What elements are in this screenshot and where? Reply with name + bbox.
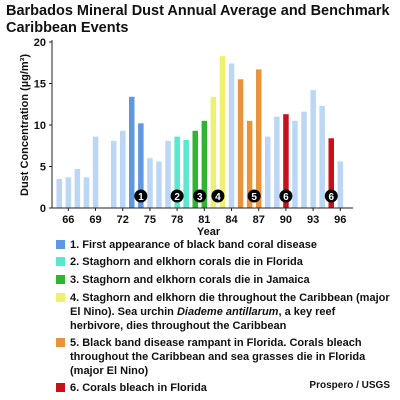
x-tick-label-75: 75	[144, 214, 156, 226]
bar-68	[83, 177, 90, 208]
bar-74	[138, 123, 144, 208]
bar-77	[165, 140, 171, 208]
bar-91	[292, 120, 298, 208]
bar-93	[310, 90, 316, 208]
x-tick-label-96: 96	[334, 214, 346, 226]
legend-text-1: 1. First appearance of black band coral …	[70, 239, 317, 251]
x-tick-label-66: 66	[62, 214, 74, 226]
legend-swatch-2	[56, 257, 65, 266]
y-tick-label-15: 15	[34, 79, 46, 91]
x-axis-title: Year	[197, 226, 221, 238]
legend-text-3: 3. Staghorn and elkhorn corals die in Ja…	[70, 274, 310, 286]
bar-84	[228, 63, 235, 208]
event-marker-3	[193, 189, 207, 203]
x-tick-label-81: 81	[198, 214, 210, 226]
event-marker-1	[134, 189, 148, 203]
event-marker-label-5: 5	[251, 192, 257, 203]
bar-96	[337, 161, 344, 208]
x-tick-label-69: 69	[89, 214, 101, 226]
event-marker-label-6: 6	[283, 192, 289, 203]
bar-78	[174, 136, 180, 208]
bar-87	[256, 69, 262, 209]
x-tick-label-93: 93	[307, 214, 319, 226]
y-tick-label-5: 5	[40, 162, 46, 174]
event-marker-2	[170, 189, 184, 203]
x-tick-label-84: 84	[225, 214, 238, 226]
bar-73	[129, 96, 135, 208]
bar-85	[237, 79, 244, 208]
event-marker-label-1: 1	[138, 192, 144, 203]
bar-79	[183, 139, 189, 208]
event-marker-6	[279, 189, 293, 203]
y-axis-title: Dust Concentration (µg/m³)	[19, 54, 31, 196]
chart-title: Barbados Mineral Dust Annual Average and…	[6, 3, 390, 36]
legend-text-2: 2. Staghorn and elkhorn corals die in Fl…	[70, 256, 303, 268]
legend-swatch-6	[56, 383, 65, 392]
bar-67	[74, 169, 81, 208]
bar-82	[210, 96, 217, 208]
bar-69	[92, 136, 99, 208]
x-tick-label-72: 72	[117, 214, 129, 226]
event-marker-5	[247, 189, 261, 203]
x-tick-label-78: 78	[171, 214, 183, 226]
event-marker-label-2: 2	[174, 192, 180, 203]
legend-text-5: 5. Black band disease rampant in Florida…	[70, 337, 366, 377]
bar-76	[156, 161, 162, 208]
legend-swatch-3	[56, 275, 65, 284]
bar-66	[65, 177, 72, 208]
legend-swatch-4	[56, 293, 65, 302]
bar-89	[274, 116, 280, 208]
y-tick-label-20: 20	[34, 37, 46, 49]
event-marker-label-4: 4	[215, 192, 221, 203]
y-tick-label-10: 10	[34, 120, 46, 132]
bar-72	[120, 130, 126, 208]
bar-95	[328, 138, 334, 208]
x-tick-label-90: 90	[280, 214, 292, 226]
event-marker-label-7: 6	[328, 192, 334, 203]
x-tick-label-87: 87	[253, 214, 265, 226]
y-tick-label-0: 0	[40, 203, 46, 215]
bar-80	[192, 130, 198, 208]
bar-71	[110, 140, 117, 208]
legend-text-6: 6. Corals bleach in Florida	[70, 382, 207, 394]
bar-75	[147, 158, 153, 208]
bar-88	[265, 136, 271, 208]
bar-65	[56, 178, 62, 208]
bar-90	[283, 114, 289, 208]
bar-94	[319, 105, 325, 208]
bar-86	[246, 120, 253, 208]
source-credit: Prospero / USGS	[309, 380, 390, 391]
legend-swatch-5	[56, 338, 65, 347]
legend-text-4: 4. Staghorn and elkhorn die throughout t…	[70, 292, 390, 332]
bar-81	[201, 120, 208, 208]
event-marker-7	[324, 189, 338, 203]
event-marker-label-3: 3	[197, 192, 203, 203]
event-marker-4	[211, 189, 225, 203]
legend-swatch-1	[56, 240, 65, 249]
bar-83	[219, 56, 226, 208]
bar-92	[301, 111, 307, 208]
